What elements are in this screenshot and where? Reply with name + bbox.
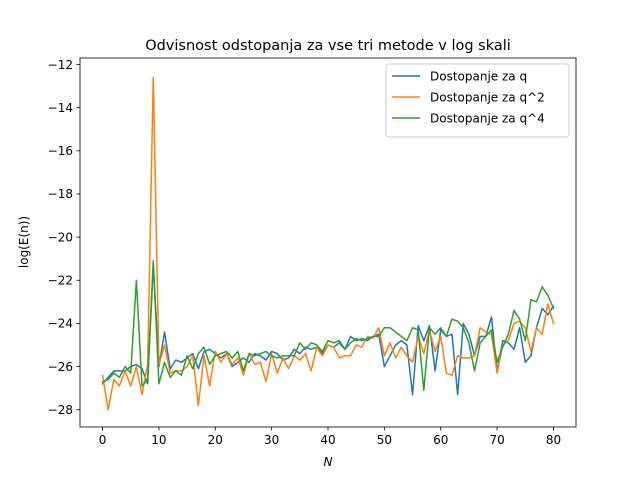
- plot-area: [79, 57, 577, 428]
- chart-title: Odvisnost odstopanja za vse tri metode v…: [145, 38, 511, 54]
- y-tick-label: −14: [48, 101, 73, 115]
- legend-box: [385, 63, 570, 138]
- x-axis-label: N: [324, 455, 333, 469]
- y-tick-label: −16: [48, 144, 73, 158]
- y-tick-label: −20: [48, 230, 73, 244]
- x-tick-label: 50: [377, 433, 392, 447]
- series-line-3: [101, 260, 555, 392]
- y-tick-label: −26: [48, 360, 73, 374]
- y-tick-label: −12: [48, 58, 73, 72]
- x-axis: 0 10 20 30 40 50 60 70 80: [99, 427, 561, 447]
- y-axis: −28 −26 −24 −22 −20 −18 −16 −14 −12: [48, 58, 80, 417]
- y-tick-label: −28: [48, 403, 73, 417]
- legend: Dostopanje za q Dostopanje za q^2 Dostopan…: [385, 63, 570, 138]
- x-tick-label: 70: [489, 433, 504, 447]
- x-tick-label: 80: [546, 433, 561, 447]
- series-layer: [101, 76, 555, 411]
- y-tick-label: −24: [48, 317, 73, 331]
- x-tick-label: 30: [264, 433, 279, 447]
- x-tick-label: 10: [151, 433, 166, 447]
- legend-label-1: Dostopanje za q: [430, 69, 527, 83]
- x-tick-label: 20: [208, 433, 223, 447]
- legend-label-3: Dostopanje za q^4: [430, 111, 545, 125]
- series-line-2: [101, 76, 555, 411]
- x-tick-label: 0: [99, 433, 107, 447]
- x-tick-label: 60: [433, 433, 448, 447]
- legend-label-2: Dostopanje za q^2: [430, 90, 545, 104]
- y-axis-label: log(E(n)): [17, 216, 31, 268]
- y-tick-label: −22: [48, 274, 73, 288]
- y-tick-label: −18: [48, 187, 73, 201]
- x-tick-label: 40: [320, 433, 335, 447]
